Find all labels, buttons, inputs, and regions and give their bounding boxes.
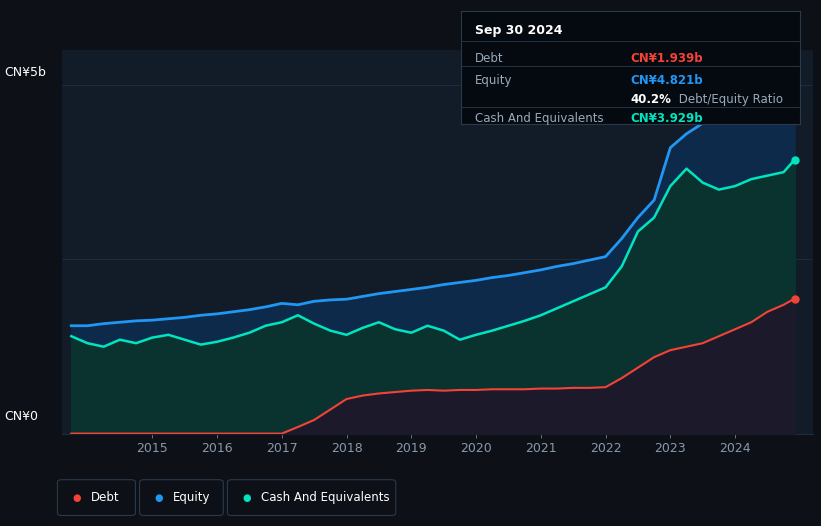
Text: CN¥3.929b: CN¥3.929b (631, 113, 703, 125)
Text: CN¥0: CN¥0 (4, 410, 38, 423)
Text: Equity: Equity (475, 74, 512, 87)
Text: Cash And Equivalents: Cash And Equivalents (475, 113, 603, 125)
Text: Debt/Equity Ratio: Debt/Equity Ratio (675, 93, 782, 106)
Text: CN¥5b: CN¥5b (4, 66, 46, 79)
Text: ●: ● (154, 492, 163, 503)
Text: Debt: Debt (475, 53, 503, 65)
Text: CN¥1.939b: CN¥1.939b (631, 53, 703, 65)
Text: ●: ● (242, 492, 250, 503)
Text: Sep 30 2024: Sep 30 2024 (475, 24, 562, 37)
Text: 40.2%: 40.2% (631, 93, 672, 106)
Text: Equity: Equity (173, 491, 211, 504)
Text: Debt: Debt (91, 491, 120, 504)
Text: ●: ● (72, 492, 80, 503)
Text: Cash And Equivalents: Cash And Equivalents (261, 491, 390, 504)
Text: CN¥4.821b: CN¥4.821b (631, 74, 703, 87)
